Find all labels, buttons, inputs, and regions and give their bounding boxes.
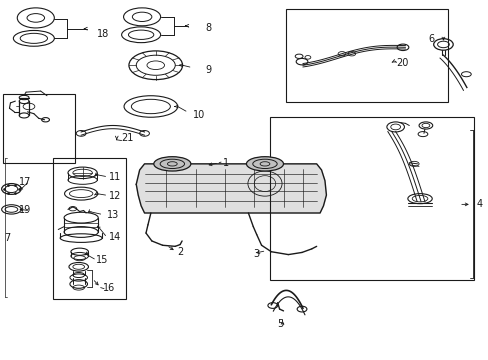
Text: 8: 8 [205, 23, 211, 33]
Text: 4: 4 [475, 199, 481, 210]
Text: 6: 6 [428, 35, 434, 44]
Text: 5: 5 [277, 319, 284, 329]
Bar [53, 158, 125, 299]
Text: 17: 17 [19, 177, 32, 187]
Text: 13: 13 [107, 210, 119, 220]
Text: 1: 1 [222, 158, 228, 168]
Text: 7: 7 [4, 233, 11, 243]
Text: 20: 20 [396, 58, 408, 68]
Text: 10: 10 [193, 110, 205, 120]
Text: 18: 18 [97, 29, 109, 39]
Text: 19: 19 [19, 206, 31, 216]
Text: 9: 9 [205, 64, 211, 75]
Ellipse shape [154, 157, 190, 171]
Text: 12: 12 [109, 191, 121, 201]
Text: 2: 2 [177, 247, 183, 257]
Bar [3, 94, 75, 163]
Bar [285, 9, 447, 102]
Ellipse shape [246, 157, 283, 171]
Text: 16: 16 [103, 283, 115, 293]
Text: 14: 14 [109, 232, 121, 242]
Bar [269, 117, 473, 280]
Polygon shape [136, 164, 326, 213]
Text: 11: 11 [109, 172, 121, 182]
Text: 3: 3 [253, 248, 259, 258]
Text: 15: 15 [96, 255, 108, 265]
Text: 21: 21 [122, 133, 134, 143]
